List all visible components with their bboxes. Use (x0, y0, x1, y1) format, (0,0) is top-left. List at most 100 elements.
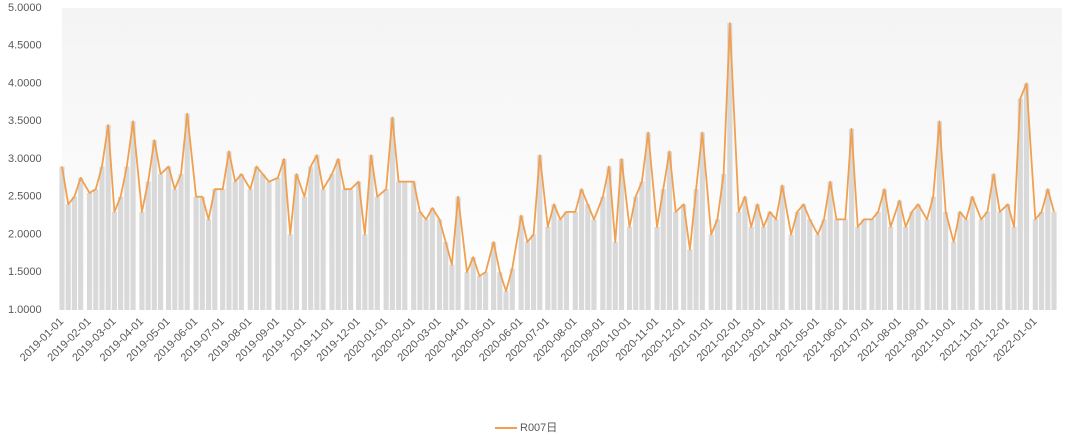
bar (978, 219, 984, 310)
bar (287, 234, 293, 310)
bar (821, 219, 827, 310)
bar (383, 189, 389, 310)
bar (761, 226, 767, 310)
bar (93, 189, 99, 310)
bar (748, 226, 754, 310)
bar (166, 166, 172, 310)
bar (767, 211, 773, 310)
bar (827, 181, 833, 310)
bar (497, 272, 503, 310)
bar (727, 23, 733, 310)
bar (875, 211, 881, 310)
bar (618, 159, 625, 310)
bar (124, 166, 130, 310)
bar (503, 291, 509, 310)
bar (151, 140, 157, 310)
bar (118, 196, 124, 310)
bar (436, 219, 443, 310)
bar (848, 128, 855, 310)
bar (591, 219, 597, 310)
y-tick-label: 1.5000 (8, 266, 42, 278)
bar (963, 219, 969, 310)
bar (673, 211, 679, 310)
bar (1017, 98, 1023, 310)
bar (184, 113, 190, 310)
bar (909, 211, 915, 310)
bar (639, 181, 645, 310)
bar (537, 155, 543, 310)
bar (714, 219, 720, 310)
bar (158, 174, 164, 310)
bar (943, 211, 949, 310)
bar (374, 196, 380, 310)
bar (1011, 226, 1017, 310)
bar (314, 155, 320, 310)
bar (411, 181, 417, 310)
bar (253, 166, 260, 310)
bar (59, 166, 65, 310)
bar (193, 196, 199, 310)
bar (212, 189, 218, 310)
bar (794, 211, 800, 310)
bar (518, 215, 524, 310)
bar (800, 204, 807, 310)
bar (429, 208, 435, 310)
bar (654, 226, 660, 310)
bar (881, 189, 887, 310)
bar (111, 211, 117, 310)
y-tick-label: 2.5000 (8, 191, 42, 203)
bar (232, 181, 238, 310)
bar (139, 211, 145, 310)
bar (842, 219, 848, 310)
bar (1032, 219, 1038, 310)
bar (693, 189, 699, 310)
bar (984, 211, 990, 310)
bar (524, 242, 530, 310)
bar (145, 181, 151, 310)
bar (483, 272, 489, 310)
bar (563, 211, 570, 310)
bar (464, 272, 470, 310)
bar (997, 211, 1003, 310)
bar (320, 189, 326, 310)
bar (666, 151, 673, 310)
line (61, 22, 1055, 293)
bar (362, 234, 368, 310)
bar (869, 219, 875, 310)
bar (301, 196, 308, 310)
bar (991, 174, 997, 310)
bar (491, 242, 497, 310)
bar (417, 211, 423, 310)
bar (957, 211, 963, 310)
bar (888, 226, 894, 310)
bar (578, 189, 585, 310)
bar (199, 196, 205, 310)
bar (773, 219, 779, 310)
bar (721, 174, 727, 310)
bar (855, 226, 861, 310)
bar (779, 185, 785, 310)
bar (266, 181, 272, 310)
bar (205, 219, 212, 310)
bar (861, 219, 867, 310)
bar (600, 196, 606, 310)
bar (572, 211, 578, 310)
bar (699, 132, 705, 310)
bar (275, 177, 281, 310)
bar (293, 174, 300, 310)
bar (612, 242, 618, 310)
bar (308, 166, 314, 310)
y-tick-label: 2.0000 (8, 228, 42, 240)
bar (238, 174, 244, 310)
bar (951, 242, 957, 310)
bar (99, 166, 105, 310)
bar (606, 166, 612, 310)
bar (815, 234, 821, 310)
bar (368, 155, 374, 310)
bar (557, 219, 563, 310)
bar (833, 219, 839, 310)
bar (65, 204, 71, 310)
bar (356, 181, 362, 310)
bar (172, 189, 178, 310)
